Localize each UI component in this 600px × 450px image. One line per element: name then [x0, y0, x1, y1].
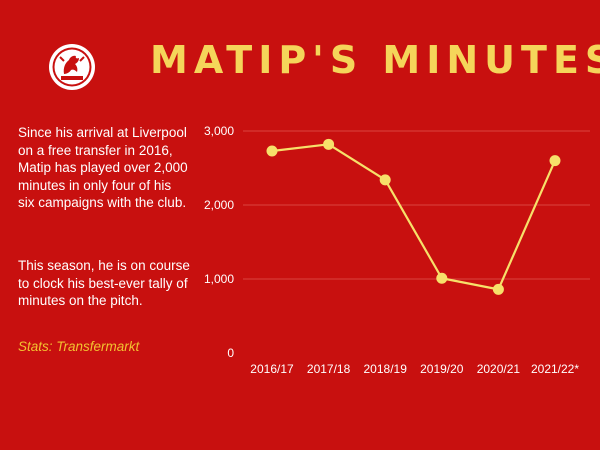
liverpool-crest-logo: [48, 43, 96, 91]
source-note: Stats: Transfermarkt: [18, 339, 140, 354]
y-tick-label: 1,000: [204, 272, 234, 286]
y-tick-label: 2,000: [204, 198, 234, 212]
data-point: [436, 272, 448, 284]
x-tick-label: 2018/19: [364, 362, 408, 376]
y-tick-label: 3,000: [204, 124, 234, 138]
data-point: [266, 145, 278, 157]
description-paragraph-1: Since his arrival at Liverpool on a free…: [18, 125, 188, 210]
x-tick-label: 2019/20: [420, 362, 464, 376]
y-axis-ticks: 0 1,000 2,000 3,000: [204, 124, 234, 360]
data-points: [266, 138, 561, 295]
gridlines: [243, 130, 590, 280]
page-title: MATIP'S MINUTES: [150, 38, 600, 82]
series-line: [271, 143, 557, 291]
data-point: [379, 174, 391, 186]
data-point: [323, 138, 335, 150]
x-tick-label: 2021/22*: [531, 362, 579, 376]
x-tick-label: 2016/17: [250, 362, 294, 376]
x-tick-label: 2017/18: [307, 362, 351, 376]
x-axis-ticks: 2016/17 2017/18 2018/19 2019/20 2020/21 2021/…: [250, 362, 579, 376]
description-paragraph-2: This season, he is on course to clock hi…: [18, 258, 190, 308]
data-point: [492, 283, 504, 295]
x-tick-label: 2020/21: [477, 362, 521, 376]
y-tick-label: 0: [227, 346, 234, 360]
data-point: [549, 155, 561, 167]
